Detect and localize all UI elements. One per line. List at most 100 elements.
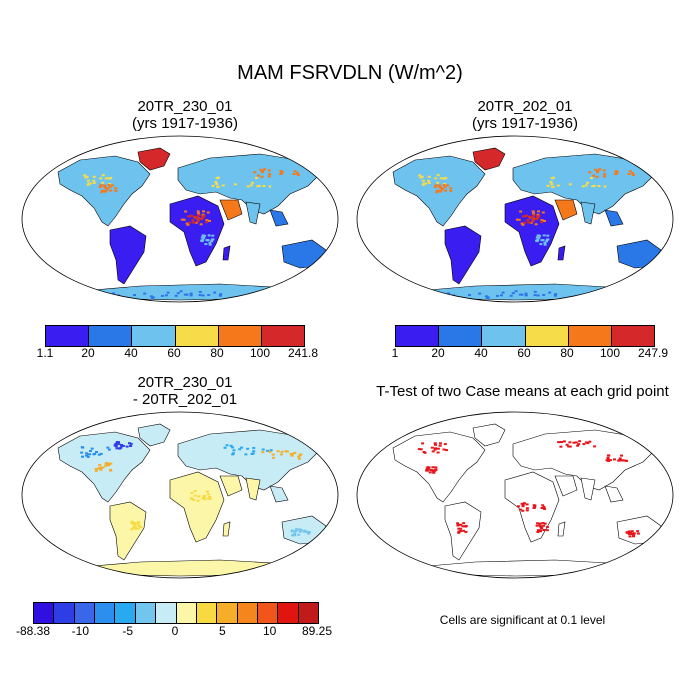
- grid-cell: [253, 171, 257, 174]
- grid-cell: [539, 530, 542, 533]
- grid-cell: [121, 444, 125, 447]
- grid-cell: [129, 442, 133, 445]
- grid-cell: [274, 184, 278, 187]
- grid-cell: [208, 497, 212, 500]
- grid-cell: [296, 174, 300, 176]
- grid-cell: [431, 450, 435, 453]
- grid-cell: [606, 185, 609, 188]
- map-diff-content: [57, 423, 327, 577]
- grid-cell: [130, 521, 134, 524]
- grid-cell: [188, 221, 192, 224]
- grid-cell: [436, 174, 440, 177]
- grid-cell: [554, 293, 558, 296]
- grid-cell: [213, 291, 217, 294]
- colorbar-tick-label: 60: [517, 346, 531, 360]
- grid-cell: [434, 466, 438, 469]
- grid-cell: [225, 444, 229, 447]
- grid-cell: [262, 185, 266, 187]
- grid-cell: [257, 174, 260, 177]
- colorbar-tick-label: 1: [391, 346, 399, 360]
- grid-cell: [588, 440, 592, 443]
- grid-cell: [294, 528, 298, 531]
- grid-cell: [106, 463, 110, 465]
- grid-cell: [272, 456, 275, 459]
- grid-cell: [546, 184, 550, 187]
- grid-cell: [595, 171, 599, 174]
- grid-cell: [516, 505, 520, 508]
- grid-cell: [532, 212, 535, 215]
- grid-cell: [99, 184, 103, 187]
- grid-cell: [462, 522, 466, 525]
- grid-cell: [269, 449, 273, 452]
- grid-cell: [102, 184, 106, 187]
- colorbar-tick-label: 80: [210, 346, 224, 360]
- grid-cell: [99, 177, 103, 180]
- grid-cell: [425, 467, 429, 470]
- grid-cell: [435, 189, 439, 192]
- grid-cell: [434, 184, 438, 187]
- grid-cell: [200, 236, 204, 239]
- grid-cell: [541, 522, 545, 524]
- grid-cell: [106, 446, 110, 449]
- grid-cell: [279, 184, 283, 187]
- grid-cell: [630, 172, 634, 174]
- grid-cell: [276, 187, 280, 190]
- grid-cell: [609, 188, 613, 190]
- grid-cell: [631, 174, 635, 176]
- grid-cell: [104, 177, 108, 180]
- grid-cell: [509, 294, 513, 297]
- grid-cell: [522, 502, 526, 505]
- grid-cell: [419, 176, 423, 179]
- grid-cell: [133, 294, 136, 296]
- grid-cell: [610, 189, 614, 192]
- grid-cell: [422, 296, 426, 299]
- colorbar-case2: [395, 325, 655, 347]
- grid-cell: [614, 184, 618, 187]
- grid-cell: [180, 218, 184, 221]
- colorbar-swatch: [261, 326, 305, 346]
- grid-cell: [620, 454, 623, 457]
- grid-cell: [139, 526, 143, 529]
- continent-india: [245, 477, 261, 501]
- grid-cell: [536, 234, 540, 237]
- grid-cell: [625, 531, 629, 534]
- grid-cell: [557, 441, 561, 444]
- grid-cell: [628, 535, 632, 538]
- grid-cell: [232, 452, 235, 455]
- grid-cell: [521, 509, 525, 512]
- grid-cell: [550, 177, 554, 180]
- grid-cell: [190, 497, 194, 500]
- grid-cell: [132, 526, 135, 529]
- grid-cell: [101, 466, 105, 469]
- colorbar-tick-label: 10: [262, 624, 277, 638]
- grid-cell: [208, 495, 212, 498]
- continent-australia: [616, 239, 662, 269]
- grid-cell: [115, 447, 119, 450]
- grid-cell: [427, 175, 431, 178]
- colorbar-swatch: [115, 603, 136, 623]
- colorbar-tick-label: 20: [431, 346, 445, 360]
- grid-cell: [120, 445, 124, 448]
- continent-australia: [281, 239, 327, 269]
- grid-cell: [192, 221, 196, 224]
- grid-cell: [449, 187, 453, 190]
- colorbar-tick-label: 1.1: [36, 346, 54, 360]
- map-border: [356, 411, 674, 579]
- grid-cell: [218, 294, 222, 297]
- grid-cell: [586, 442, 590, 445]
- grid-cell: [207, 234, 211, 237]
- map-border: [356, 135, 674, 303]
- grid-cell: [578, 440, 582, 443]
- grid-cell: [251, 181, 255, 184]
- colorbar-tick-label: -10: [71, 624, 89, 638]
- grid-cell: [485, 297, 489, 300]
- grid-cell: [514, 290, 518, 293]
- grid-cell: [421, 183, 425, 186]
- grid-cell: [87, 296, 91, 299]
- grid-cell: [128, 442, 131, 445]
- grid-cell: [630, 530, 634, 533]
- grid-cell: [81, 455, 84, 458]
- grid-cell: [541, 239, 545, 242]
- grid-cell: [446, 184, 449, 187]
- grid-cell: [543, 522, 547, 525]
